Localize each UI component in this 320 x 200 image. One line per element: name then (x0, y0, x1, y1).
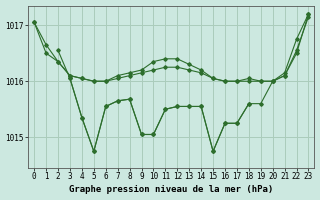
X-axis label: Graphe pression niveau de la mer (hPa): Graphe pression niveau de la mer (hPa) (69, 185, 274, 194)
